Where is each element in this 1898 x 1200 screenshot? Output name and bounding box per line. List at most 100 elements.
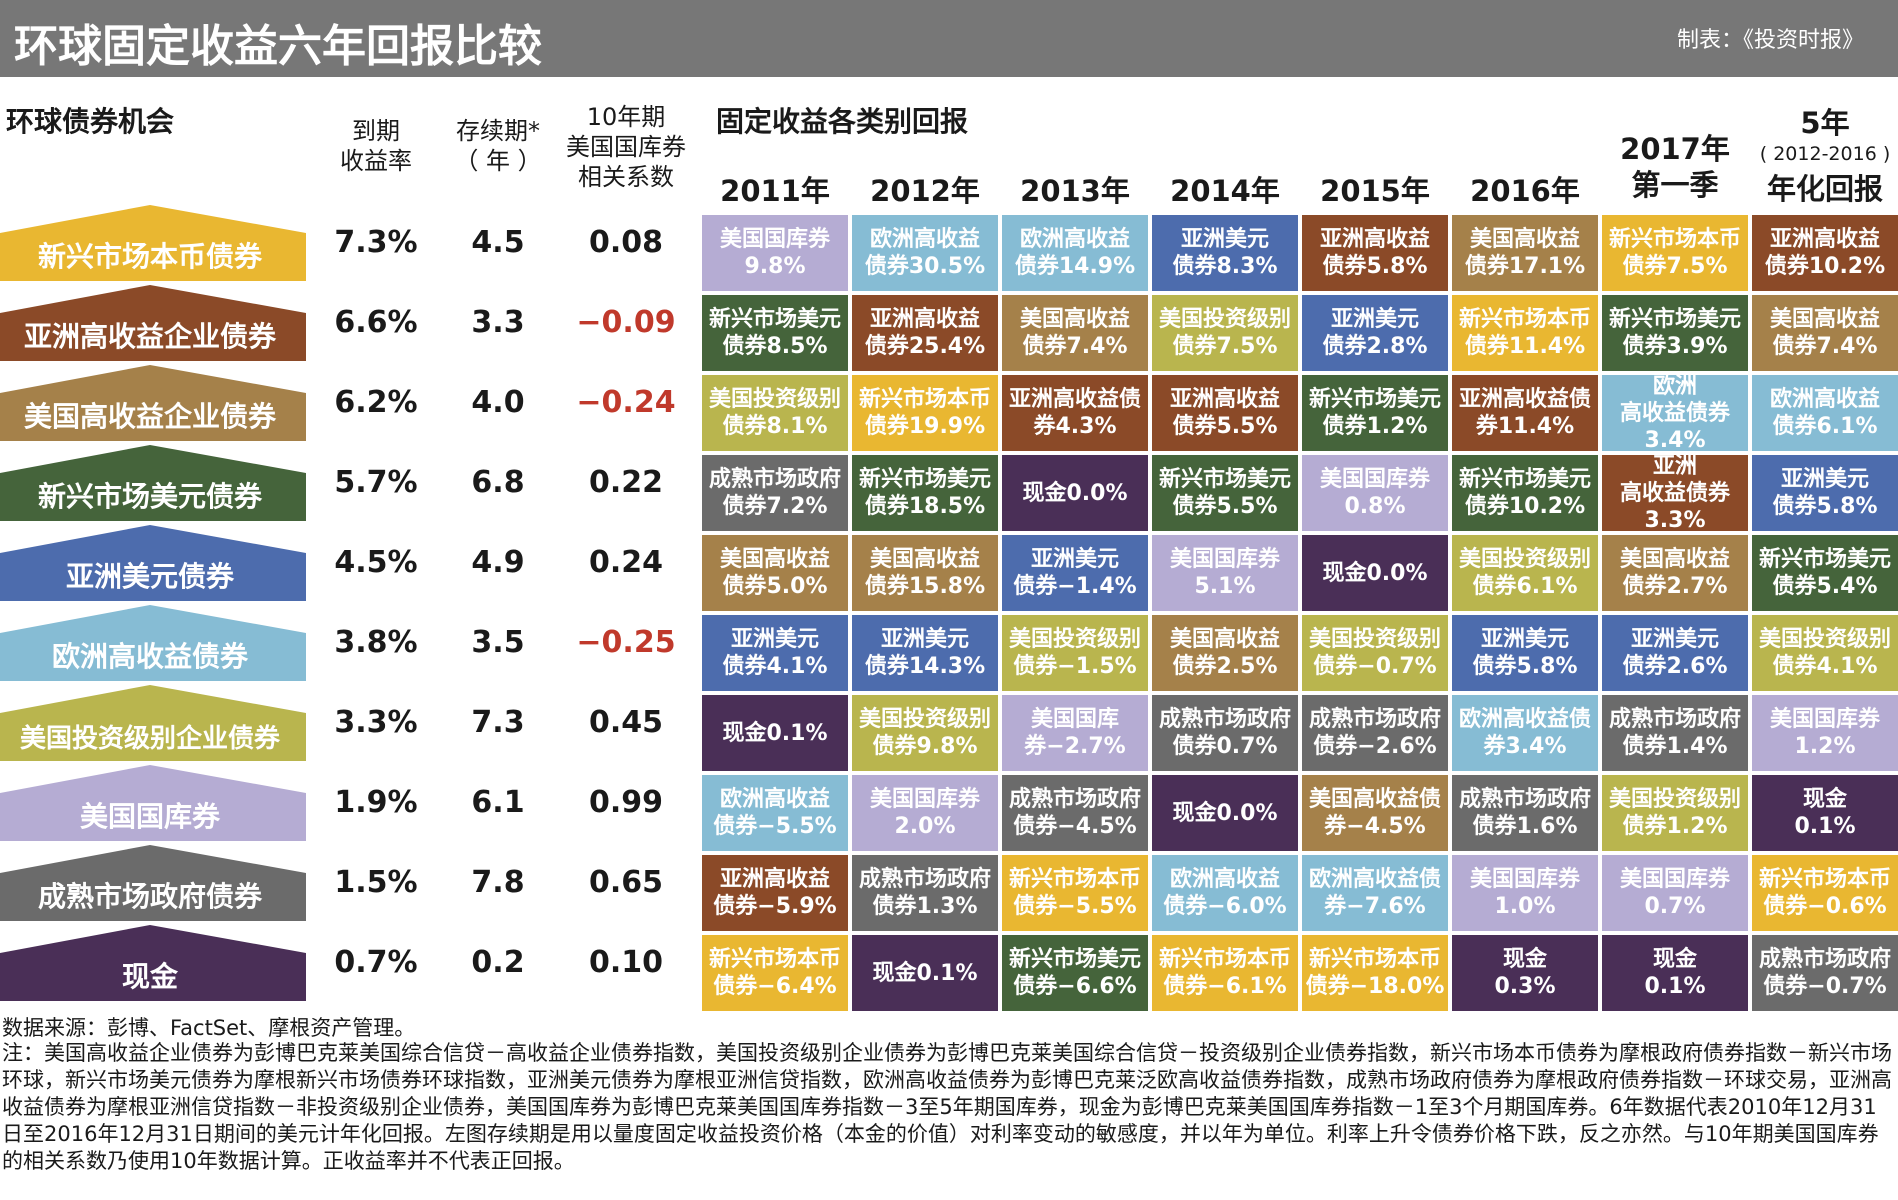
year-header: 2015年 xyxy=(1320,174,1430,208)
bond-category-name: 美国国库券 xyxy=(79,800,220,833)
return-cell: 亚洲美元 债券5.8% xyxy=(1452,615,1598,691)
return-cell: 亚洲高收益 债券10.2% xyxy=(1752,215,1898,291)
duration-value: 6.8 xyxy=(471,465,525,500)
return-cell: 亚洲美元 债券14.3% xyxy=(852,615,998,691)
yield-value: 3.3% xyxy=(334,705,418,740)
return-cell: 成熟市场政府 债券1.4% xyxy=(1602,695,1748,771)
return-cell: 新兴市场美元 债券3.9% xyxy=(1602,295,1748,371)
correlation-value: 0.22 xyxy=(588,465,664,500)
return-cell: 亚洲美元 债券8.3% xyxy=(1152,215,1298,291)
correlation-value: −0.24 xyxy=(576,385,676,420)
return-cell: 成熟市场政府 债券−4.5% xyxy=(1002,775,1148,851)
arrow-fill xyxy=(0,685,306,761)
return-cell: 美国投资级别 债券−0.7% xyxy=(1302,615,1448,691)
bond-category-arrow: 现金 xyxy=(0,923,310,1001)
credit-label: 制表：《投资时报》 xyxy=(1676,28,1864,53)
year-header: 2014年 xyxy=(1170,174,1280,208)
duration-value: 7.8 xyxy=(471,865,525,900)
bond-category-arrow: 美国国库券 xyxy=(0,763,310,841)
duration-value: 3.3 xyxy=(471,305,525,340)
return-cell: 新兴市场美元 债券1.2% xyxy=(1302,375,1448,451)
return-cell: 美国国库券 1.0% xyxy=(1452,855,1598,931)
year-header: 2011年 xyxy=(720,174,830,208)
yield-value: 1.9% xyxy=(334,785,418,820)
return-cell: 亚洲高收益 债券5.8% xyxy=(1302,215,1448,291)
return-cell: 新兴市场美元 债券−6.6% xyxy=(1002,935,1148,1011)
bond-category-arrow: 新兴市场美元债券 xyxy=(0,443,310,521)
return-cell: 亚洲高收益 债券25.4% xyxy=(852,295,998,371)
duration-value: 4.0 xyxy=(471,385,525,420)
correlation-value: 0.45 xyxy=(588,705,664,740)
return-cell: 新兴市场本币 债券7.5% xyxy=(1602,215,1748,291)
year-header-label: 5年 xyxy=(1800,106,1850,140)
footnotes: 注：美国高收益企业债券为彭博巴克莱美国综合信贷－高收益企业债券指数，美国投资级别… xyxy=(2,1041,1892,1173)
return-cell: 美国高收益债 券−4.5% xyxy=(1302,775,1448,851)
return-cell: 现金0.1% xyxy=(702,695,848,771)
return-cell: 美国投资级别 债券1.2% xyxy=(1602,775,1748,851)
return-cell: 亚洲高收益债 券11.4% xyxy=(1452,375,1598,451)
correlation-value: 0.99 xyxy=(588,785,664,820)
return-cell: 亚洲高收益 债券−5.9% xyxy=(702,855,848,931)
return-cell: 美国国库券 9.8% xyxy=(702,215,848,291)
bond-category-arrow: 新兴市场本币债券 xyxy=(0,203,310,281)
return-cell: 美国高收益 债券17.1% xyxy=(1452,215,1598,291)
arrow-fill xyxy=(0,765,306,841)
yield-value: 0.7% xyxy=(334,945,418,980)
bond-category-name: 美国投资级别企业债券 xyxy=(19,724,280,754)
return-cell: 美国高收益 债券7.4% xyxy=(1752,295,1898,371)
return-cell: 新兴市场本币 债券11.4% xyxy=(1452,295,1598,371)
return-cell: 美国国库券 0.8% xyxy=(1302,455,1448,531)
return-cell: 现金0.0% xyxy=(1002,455,1148,531)
bond-category-arrow: 亚洲美元债券 xyxy=(0,523,310,601)
return-cell: 欧洲高收益 债券−5.5% xyxy=(702,775,848,851)
return-cell: 美国国库 券−2.7% xyxy=(1002,695,1148,771)
return-cell: 新兴市场本币 债券−6.4% xyxy=(702,935,848,1011)
duration-header: 存续期* （ 年 ） xyxy=(454,117,542,175)
return-cell: 美国投资级别 债券7.5% xyxy=(1152,295,1298,371)
return-cell: 亚洲高收益 债券5.5% xyxy=(1152,375,1298,451)
yield-value: 6.6% xyxy=(334,305,418,340)
return-cell: 亚洲美元 债券4.1% xyxy=(702,615,848,691)
return-cell: 现金0.0% xyxy=(1302,535,1448,611)
correlation-value: −0.09 xyxy=(576,305,676,340)
title-bar: 环球固定收益六年回报比较 制表：《投资时报》 xyxy=(0,0,1898,77)
duration-value: 4.9 xyxy=(471,545,525,580)
return-cell: 美国投资级别 债券8.1% xyxy=(702,375,848,451)
yield-header: 到期 收益率 xyxy=(340,117,412,175)
return-cell: 美国国库券 0.7% xyxy=(1602,855,1748,931)
year-header: 2013年 xyxy=(1020,174,1130,208)
arrow-fill xyxy=(0,605,306,681)
return-cell: 成熟市场政府 债券−0.7% xyxy=(1752,935,1898,1011)
correlation-value: 0.08 xyxy=(588,225,664,260)
arrow-shape xyxy=(0,685,306,761)
bond-category-name: 新兴市场本币债券 xyxy=(37,240,262,273)
arrow-fill xyxy=(0,285,306,361)
duration-value: 0.2 xyxy=(471,945,525,980)
bond-category-name: 亚洲美元债券 xyxy=(65,560,234,593)
return-cell: 美国高收益 债券2.5% xyxy=(1152,615,1298,691)
arrow-fill xyxy=(0,365,306,441)
correlation-value: −0.25 xyxy=(576,625,676,660)
return-cell: 新兴市场本币 债券19.9% xyxy=(852,375,998,451)
return-cell: 亚洲 高收益债券 3.3% xyxy=(1602,455,1748,531)
arrow-fill xyxy=(0,205,306,281)
return-cell: 成熟市场政府 债券7.2% xyxy=(702,455,848,531)
year-header: 2012年 xyxy=(870,174,980,208)
return-cell: 亚洲美元 债券5.8% xyxy=(1752,455,1898,531)
return-cell: 美国国库券 2.0% xyxy=(852,775,998,851)
arrow-shape xyxy=(0,365,306,441)
return-cell: 亚洲美元 债券−1.4% xyxy=(1002,535,1148,611)
correlation-header: 10年期 美国国库券 相关系数 xyxy=(566,103,686,191)
return-cell: 美国投资级别 债券6.1% xyxy=(1452,535,1598,611)
duration-value: 6.1 xyxy=(471,785,525,820)
year-header-period: ( 2012-2016 ) xyxy=(1759,143,1891,165)
return-cell: 新兴市场本币 债券−5.5% xyxy=(1002,855,1148,931)
return-cell: 美国投资级别 债券−1.5% xyxy=(1002,615,1148,691)
arrow-fill xyxy=(0,445,306,521)
return-cell: 美国高收益 债券2.7% xyxy=(1602,535,1748,611)
arrow-shape xyxy=(0,445,306,521)
bond-category-name: 亚洲高收益企业债券 xyxy=(23,320,276,353)
duration-value: 3.5 xyxy=(471,625,525,660)
bond-category-name: 新兴市场美元债券 xyxy=(37,480,262,513)
return-cell: 欧洲 高收益债券 3.4% xyxy=(1602,375,1748,451)
